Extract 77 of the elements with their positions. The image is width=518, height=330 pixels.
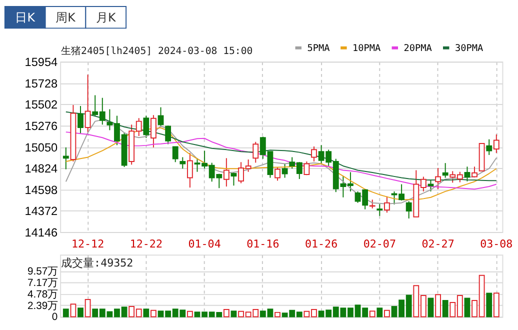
candlestick: [304, 160, 310, 176]
chart-title: 成交量:49352: [61, 256, 134, 270]
bar: [150, 310, 156, 318]
bar: [223, 308, 230, 318]
candlestick: [486, 138, 492, 156]
legend-label: 20PMA: [404, 42, 432, 54]
y-tick-label: 15954: [24, 55, 58, 70]
bar: [62, 308, 69, 318]
y-tick-label: 9.57万: [28, 266, 58, 278]
bar: [186, 310, 193, 318]
candlestick: [230, 172, 237, 186]
candlestick: [223, 158, 230, 188]
y-tick-label: 14598: [24, 182, 58, 197]
legend-label: 10PMA: [352, 42, 382, 54]
y-tick-label: 14146: [24, 225, 58, 240]
candlestick: [252, 141, 259, 164]
y-tick-label: 15728: [24, 76, 58, 90]
candlestick: [150, 114, 156, 148]
y-tick-label: 2.39万: [28, 300, 58, 312]
y-tick-label: 14824: [24, 162, 58, 176]
y-tick-label: 4.78万: [28, 289, 58, 300]
bar: [143, 308, 150, 318]
bar: [70, 304, 76, 318]
candlestick: [376, 204, 383, 216]
candlestick: [435, 167, 441, 190]
line-series: [65, 132, 497, 190]
bar: [230, 310, 237, 318]
y-tick-label: 14372: [24, 204, 58, 218]
bar: [369, 310, 376, 318]
y-tick-label: 15502: [24, 98, 58, 112]
candlestick: [165, 125, 172, 145]
candlestick: [143, 115, 150, 138]
candlestick: [493, 134, 500, 154]
candlestick: [406, 200, 412, 219]
candlestick: [311, 146, 317, 162]
candlestick: [78, 106, 84, 134]
candlestick: [180, 156, 186, 170]
bar: [84, 299, 91, 318]
x-tick-label: 12-22: [130, 237, 162, 250]
text: 周K: [56, 10, 76, 24]
chart-title: 生猪2405[lh2405] 2024-03-08 15:00: [61, 44, 253, 57]
candlestick: [172, 146, 178, 163]
bar: [384, 310, 390, 318]
candlestick: [282, 163, 288, 178]
x-tick-label: 12-12: [71, 237, 104, 250]
text: 日K: [15, 10, 36, 24]
candlestick: [384, 196, 390, 214]
bar: [493, 292, 500, 318]
bar: [435, 294, 441, 318]
text: 月K: [96, 10, 116, 24]
y-tick-label: 7.17万: [28, 278, 58, 289]
candlestick: [464, 166, 470, 182]
y-tick-label: 15050: [24, 140, 58, 154]
candlestick: [442, 162, 448, 178]
candlestick: [428, 180, 434, 192]
candlestick: [472, 166, 478, 178]
bar: [78, 308, 84, 318]
bar: [486, 292, 492, 318]
x-tick-label: 02-07: [363, 237, 396, 250]
bar: [428, 298, 434, 318]
y-tick-label: 0: [52, 312, 58, 324]
x-tick-label: 01-16: [246, 237, 280, 250]
candlestick: [62, 146, 69, 170]
x-tick-label: 02-27: [422, 237, 454, 250]
legend-label: 5PMA: [307, 42, 330, 54]
candlestick: [186, 152, 193, 188]
bar: [376, 308, 383, 318]
y-tick-label: 15276: [24, 118, 58, 133]
x-tick-label: 01-04: [188, 237, 221, 250]
x-tick-label: 03-08: [480, 237, 513, 250]
bar: [274, 312, 280, 318]
candlestick: [274, 166, 280, 182]
x-tick-label: 01-26: [304, 237, 338, 250]
bar: [442, 300, 448, 318]
legend-label: 30PMA: [454, 42, 484, 54]
bar: [464, 298, 470, 318]
candlestick: [158, 106, 164, 128]
